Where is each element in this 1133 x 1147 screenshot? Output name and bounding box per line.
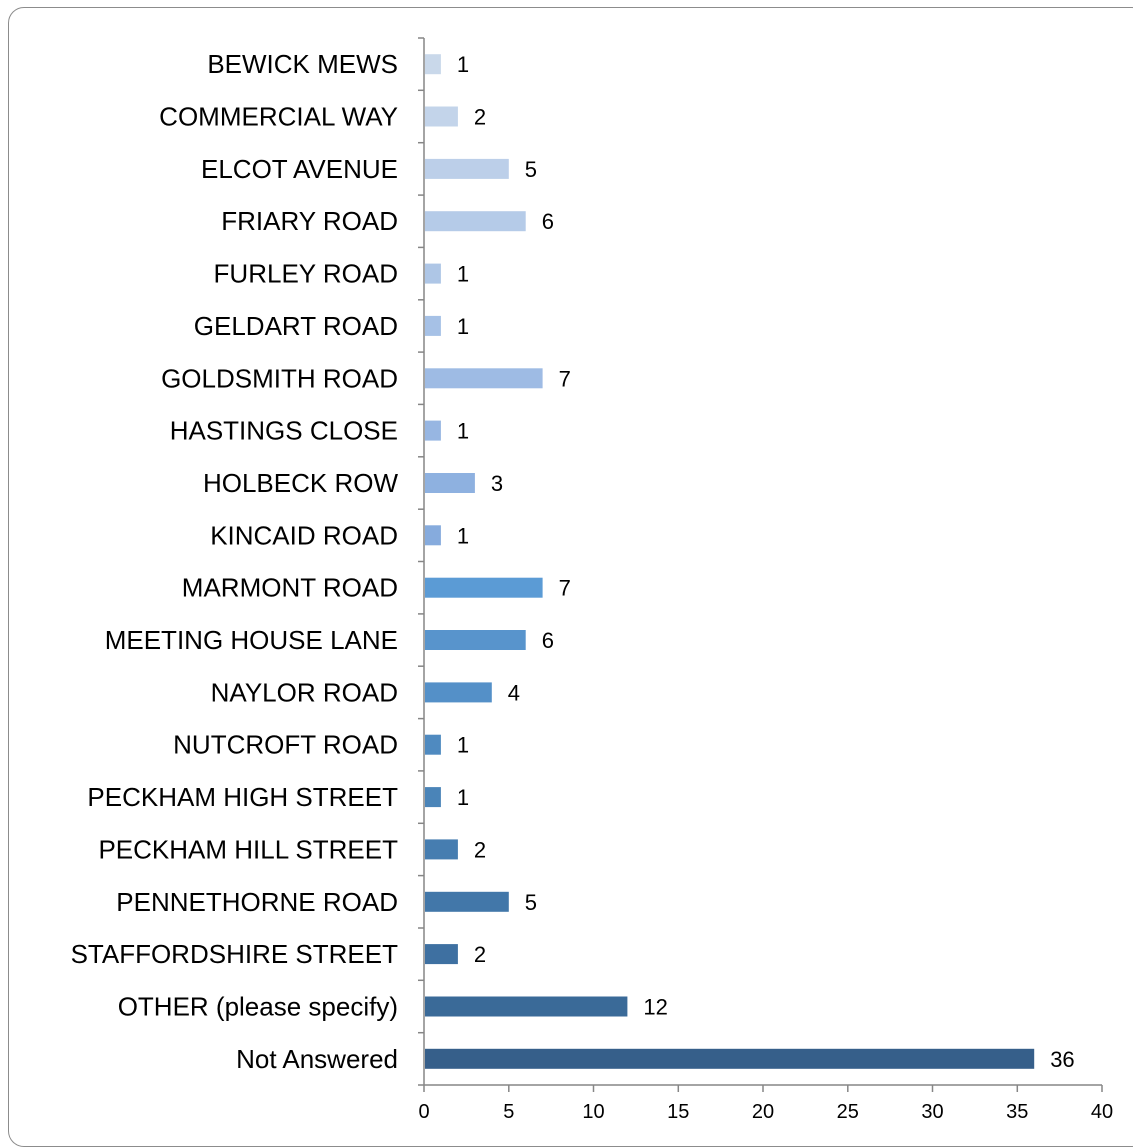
bar bbox=[425, 630, 526, 650]
bar bbox=[425, 263, 441, 284]
bar bbox=[425, 996, 628, 1017]
bar bbox=[425, 577, 543, 598]
bar bbox=[425, 891, 509, 912]
bar bbox=[425, 1048, 1035, 1069]
bar bbox=[425, 368, 543, 389]
category-label: COMMERCIAL WAY bbox=[159, 102, 398, 132]
category-label: NAYLOR ROAD bbox=[211, 677, 398, 707]
data-label: 7 bbox=[559, 576, 571, 601]
bar bbox=[425, 211, 526, 232]
bar bbox=[425, 420, 441, 441]
bar bbox=[425, 734, 441, 755]
category-label: KINCAID ROAD bbox=[210, 520, 398, 550]
category-label: MARMONT ROAD bbox=[182, 573, 398, 603]
bar bbox=[425, 944, 458, 965]
bar bbox=[425, 682, 492, 703]
data-label: 12 bbox=[643, 995, 667, 1020]
data-label: 1 bbox=[457, 733, 469, 758]
x-tick-label: 35 bbox=[1006, 1101, 1028, 1123]
category-label: PECKHAM HIGH STREET bbox=[87, 782, 398, 812]
data-label: 1 bbox=[457, 314, 469, 339]
data-label: 1 bbox=[457, 419, 469, 444]
x-tick-label: 40 bbox=[1091, 1101, 1113, 1123]
category-label: HOLBECK ROW bbox=[203, 468, 398, 498]
category-label: HASTINGS CLOSE bbox=[170, 416, 398, 446]
category-label: Not Answered bbox=[236, 1044, 398, 1074]
data-label: 2 bbox=[474, 837, 486, 862]
category-label: FURLEY ROAD bbox=[214, 259, 398, 289]
data-label: 1 bbox=[457, 262, 469, 287]
x-tick-label: 30 bbox=[921, 1101, 943, 1123]
bar bbox=[425, 54, 441, 75]
category-label: FRIARY ROAD bbox=[221, 206, 398, 236]
bar bbox=[425, 315, 441, 336]
data-label: 2 bbox=[474, 942, 486, 967]
data-label: 1 bbox=[457, 785, 469, 810]
data-label: 1 bbox=[457, 52, 469, 77]
x-tick-label: 10 bbox=[582, 1101, 604, 1123]
bar bbox=[425, 106, 458, 127]
data-label: 3 bbox=[491, 471, 503, 496]
data-label: 6 bbox=[542, 209, 554, 234]
bar bbox=[425, 839, 458, 860]
category-label: GELDART ROAD bbox=[194, 311, 398, 341]
category-label: PECKHAM HILL STREET bbox=[98, 834, 398, 864]
category-label: NUTCROFT ROAD bbox=[173, 730, 398, 760]
category-label: MEETING HOUSE LANE bbox=[105, 625, 398, 655]
data-label: 7 bbox=[559, 366, 571, 391]
x-tick-label: 15 bbox=[667, 1101, 689, 1123]
x-tick-label: 5 bbox=[503, 1101, 514, 1123]
x-tick-label: 25 bbox=[837, 1101, 859, 1123]
data-label: 2 bbox=[474, 105, 486, 130]
bar bbox=[425, 525, 441, 546]
x-tick-label: 0 bbox=[418, 1101, 429, 1123]
category-label: OTHER (please specify) bbox=[118, 992, 398, 1022]
data-label: 1 bbox=[457, 523, 469, 548]
data-label: 6 bbox=[542, 628, 554, 653]
bar bbox=[425, 787, 441, 808]
category-label: PENNETHORNE ROAD bbox=[116, 887, 398, 917]
bar bbox=[425, 473, 475, 493]
category-label: ELCOT AVENUE bbox=[201, 154, 398, 184]
data-label: 4 bbox=[508, 680, 520, 705]
bar bbox=[425, 158, 509, 179]
x-tick-label: 20 bbox=[752, 1101, 774, 1123]
category-label: STAFFORDSHIRE STREET bbox=[71, 939, 399, 969]
data-label: 5 bbox=[525, 157, 537, 182]
data-label: 36 bbox=[1050, 1047, 1074, 1072]
category-label: BEWICK MEWS bbox=[207, 49, 398, 79]
category-label: GOLDSMITH ROAD bbox=[161, 363, 398, 393]
data-label: 5 bbox=[525, 890, 537, 915]
